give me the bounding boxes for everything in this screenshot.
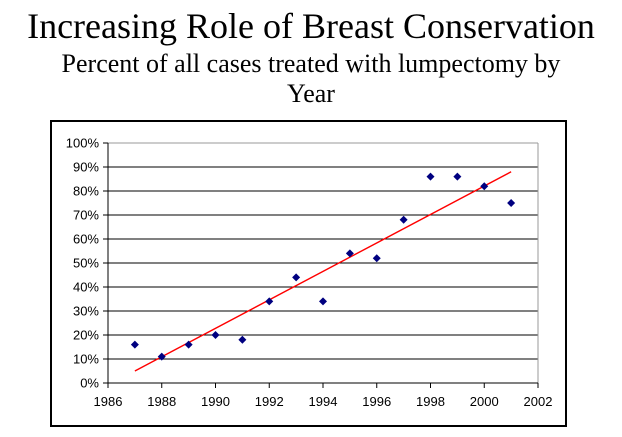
x-axis-label: 2002	[524, 394, 553, 409]
x-axis-label: 1996	[362, 394, 391, 409]
y-axis-label: 20%	[73, 328, 99, 343]
data-point	[319, 297, 327, 306]
y-axis-label: 30%	[73, 304, 99, 319]
data-point	[184, 340, 193, 349]
scatter-chart: 0% 10% 20% 30% 40% 50% 60% 70% 80% 90% 100% 1986 198…	[66, 136, 553, 410]
y-axis-label: 40%	[73, 280, 99, 295]
trend-line	[134, 171, 512, 372]
y-axis-label: 10%	[73, 352, 99, 367]
x-axis-label: 2000	[470, 394, 499, 409]
data-point	[292, 273, 301, 282]
page-subtitle: Percent of all cases treated with lumpec…	[0, 49, 622, 107]
data-point	[507, 199, 516, 207]
data-point	[265, 297, 274, 306]
x-axis-label: 1992	[255, 394, 284, 409]
y-axis-label: 90%	[73, 160, 99, 175]
data-point	[211, 331, 220, 339]
data-point	[345, 249, 354, 258]
page-title: Increasing Role of Breast Conservation	[27, 6, 595, 46]
data-point	[480, 182, 489, 191]
y-axis-label: 60%	[73, 232, 99, 247]
x-axis-label: 1994	[309, 394, 338, 409]
page-subtitle-line1: Percent of all cases treated with lumpec…	[61, 49, 561, 79]
y-axis-label: 100%	[66, 136, 100, 151]
y-axis-label: 0%	[80, 376, 99, 391]
data-point	[426, 172, 435, 181]
chart-frame: 0% 10% 20% 30% 40% 50% 60% 70% 80% 90% 100% 1986 198…	[50, 120, 567, 427]
x-axis-label: 1998	[416, 394, 445, 409]
data-point	[399, 215, 408, 224]
data-point	[238, 335, 247, 344]
data-point	[157, 352, 166, 361]
data-point	[453, 172, 462, 181]
data-point	[130, 340, 139, 349]
x-axis-label: 1988	[147, 394, 176, 409]
page-subtitle-line2: Year	[287, 78, 335, 108]
y-axis-label: 70%	[73, 208, 99, 223]
x-axis-label: 1990	[201, 394, 230, 409]
y-axis-label: 80%	[73, 184, 99, 199]
x-axis-label: 1986	[94, 394, 123, 409]
y-axis-label: 50%	[73, 256, 99, 271]
data-point	[372, 254, 381, 263]
